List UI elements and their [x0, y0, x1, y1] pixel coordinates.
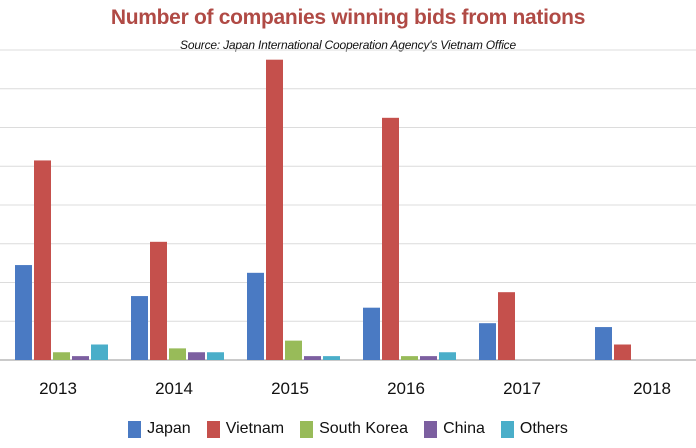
bar-south-korea-2016: [401, 356, 418, 360]
bar-japan-2017: [479, 323, 496, 360]
bar-vietnam-2018: [614, 344, 631, 360]
legend-label: Japan: [147, 420, 191, 437]
legend-swatch: [206, 420, 220, 438]
bar-japan-2018: [595, 327, 612, 360]
legend-item: Vietnam: [206, 420, 285, 438]
x-tick-label: 2018: [633, 379, 671, 398]
bar-south-korea-2013: [53, 352, 70, 360]
bar-china-2015: [304, 356, 321, 360]
x-tick-label: 2016: [387, 379, 425, 398]
bar-china-2013: [72, 356, 89, 360]
bar-japan-2015: [247, 272, 264, 360]
bar-others-2014: [207, 352, 224, 360]
legend: Japan Vietnam South Korea China Others: [0, 420, 696, 438]
legend-label: China: [443, 420, 485, 437]
chart-subtitle: Source: Japan International Cooperation …: [180, 38, 516, 52]
x-tick-label: 2015: [271, 379, 309, 398]
x-tick-label: 2017: [503, 379, 541, 398]
legend-swatch: [300, 420, 314, 438]
legend-swatch: [500, 420, 514, 438]
bar-others-2016: [439, 352, 456, 360]
legend-item: China: [424, 420, 485, 438]
bar-china-2014: [188, 352, 205, 360]
legend-swatch: [128, 420, 142, 438]
legend-item: Others: [500, 420, 568, 438]
bar-south-korea-2014: [169, 348, 186, 360]
bar-japan-2013: [15, 265, 32, 360]
legend-label: South Korea: [319, 420, 409, 437]
bar-japan-2016: [363, 307, 380, 360]
bar-others-2013: [91, 344, 108, 360]
bar-vietnam-2014: [150, 241, 167, 360]
legend-label: Others: [519, 420, 568, 437]
bar-vietnam-2015: [266, 59, 283, 360]
bar-south-korea-2015: [285, 340, 302, 360]
x-tick-label: 2014: [155, 379, 193, 398]
bar-japan-2014: [131, 296, 148, 360]
bar-vietnam-2017: [498, 292, 515, 360]
legend-item: South Korea: [300, 420, 408, 438]
legend-swatch: [424, 420, 438, 438]
bar-vietnam-2016: [382, 117, 399, 360]
x-tick-label: 2013: [39, 379, 77, 398]
bar-china-2016: [420, 356, 437, 360]
legend-item: Japan: [128, 420, 191, 438]
legend-label: Vietnam: [225, 420, 285, 437]
bar-vietnam-2013: [34, 160, 51, 360]
chart-plot: 2013 2014 2015 2016 2017 2018: [0, 49, 696, 398]
bar-others-2015: [323, 356, 340, 360]
chart-title: Number of companies winning bids from na…: [110, 6, 586, 29]
